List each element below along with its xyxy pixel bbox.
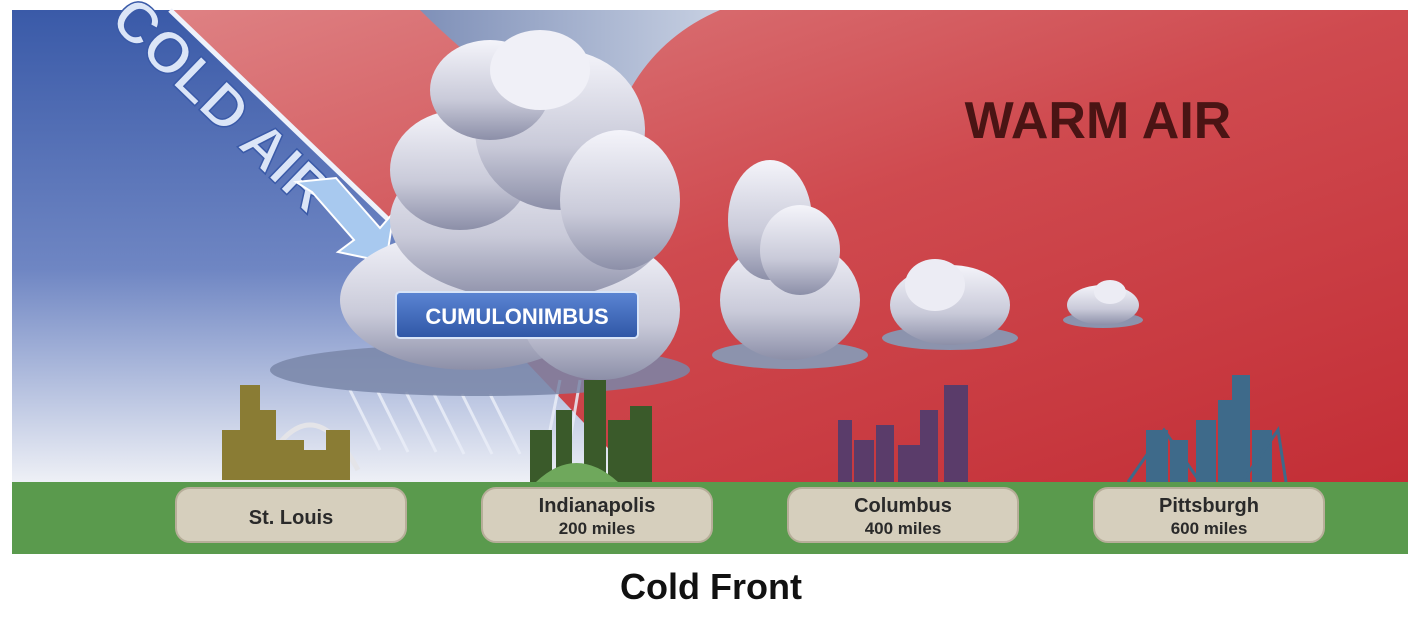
city-distance-indianapolis: 200 miles bbox=[559, 519, 636, 538]
indianapolis-skyline bbox=[530, 380, 652, 482]
city-name-pittsburgh: Pittsburgh bbox=[1159, 495, 1259, 517]
cumulonimbus-label: CUMULONIMBUS bbox=[425, 304, 608, 329]
pittsburgh-skyline bbox=[1126, 375, 1288, 483]
cumulus-cloud bbox=[882, 259, 1018, 350]
city-name-columbus: Columbus bbox=[854, 495, 952, 517]
columbus-skyline bbox=[838, 385, 968, 482]
towering-cumulus-cloud bbox=[712, 160, 868, 369]
city-label-st-louis: St. Louis bbox=[175, 487, 407, 543]
city-name-st-louis: St. Louis bbox=[249, 507, 333, 529]
warm-air-label: WARM AIR bbox=[965, 92, 1232, 150]
cumulonimbus-tag: CUMULONIMBUS bbox=[395, 291, 639, 339]
small-cumulus-cloud bbox=[1063, 280, 1143, 328]
city-label-indianapolis: Indianapolis 200 miles bbox=[481, 487, 713, 543]
cold-front-boundary bbox=[168, 8, 422, 252]
diagram-caption: Cold Front bbox=[620, 566, 802, 607]
city-distance-pittsburgh: 600 miles bbox=[1171, 519, 1248, 538]
city-name-indianapolis: Indianapolis bbox=[539, 495, 656, 517]
city-label-columbus: Columbus 400 miles bbox=[787, 487, 1019, 543]
st-louis-skyline bbox=[222, 385, 361, 480]
city-label-pittsburgh: Pittsburgh 600 miles bbox=[1093, 487, 1325, 543]
cold-front-diagram: COLD AIR WARM AIR CUMULONIMBUS bbox=[12, 0, 1408, 554]
city-distance-columbus: 400 miles bbox=[865, 519, 942, 538]
